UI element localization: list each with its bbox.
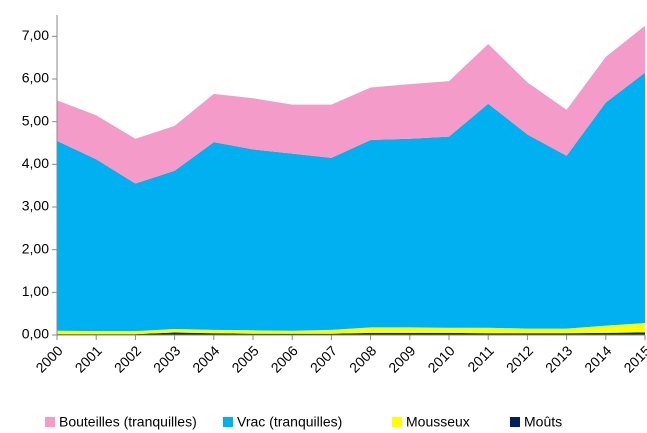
x-tick-label: 2003 <box>150 342 183 375</box>
x-tick-label: 2000 <box>32 342 65 375</box>
area <box>57 332 645 335</box>
x-tick-label: 2004 <box>189 342 222 375</box>
y-tick-label: 6,00 <box>22 70 49 86</box>
x-tick-label: 2005 <box>228 342 261 375</box>
x-tick-label: 2008 <box>346 342 379 375</box>
y-tick-label: 5,00 <box>22 112 49 128</box>
x-tick-label: 2015 <box>620 342 647 375</box>
legend-label: Bouteilles (tranquilles) <box>59 414 197 430</box>
legend-label: Moûts <box>524 414 562 430</box>
y-tick-label: 1,00 <box>22 283 49 299</box>
y-tick-label: 7,00 <box>22 27 49 43</box>
y-tick-label: 4,00 <box>22 155 49 171</box>
x-tick-label: 2009 <box>385 342 418 375</box>
x-tick-label: 2013 <box>542 342 575 375</box>
x-tick-label: 2002 <box>111 342 144 375</box>
legend-swatch <box>392 417 402 427</box>
area <box>57 25 645 184</box>
y-tick-label: 2,00 <box>22 240 49 256</box>
y-tick-label: 3,00 <box>22 198 49 214</box>
x-tick-label: 2014 <box>581 342 614 375</box>
y-tick-label: 0,00 <box>22 326 49 342</box>
x-tick-label: 2007 <box>307 342 340 375</box>
x-tick-label: 2010 <box>424 342 457 375</box>
x-tick-label: 2001 <box>72 342 105 375</box>
legend-label: Vrac (tranquilles) <box>237 414 342 430</box>
legend-swatch <box>223 417 233 427</box>
x-tick-label: 2006 <box>268 342 301 375</box>
legend-label: Mousseux <box>406 414 470 430</box>
legend-swatch <box>45 417 55 427</box>
area <box>57 72 645 332</box>
x-tick-label: 2011 <box>464 342 497 375</box>
x-tick-label: 2012 <box>503 342 536 375</box>
legend-swatch <box>510 417 520 427</box>
